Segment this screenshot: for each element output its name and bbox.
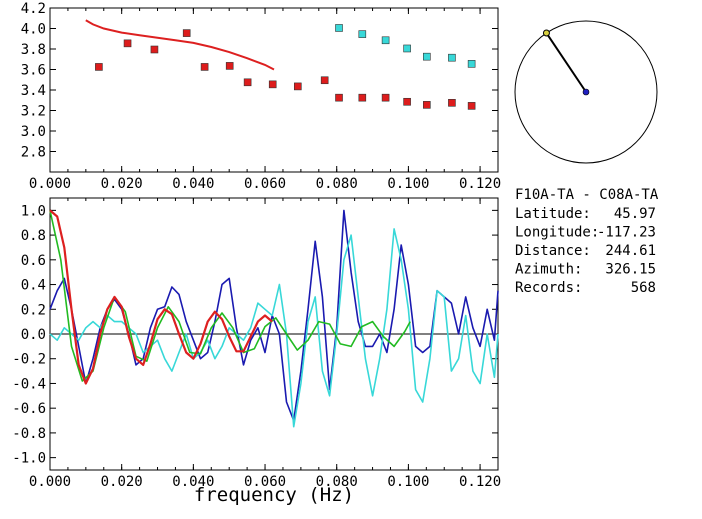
x-tick-label: 0.060 [244,474,286,490]
x-tick-label: 0.040 [172,176,214,192]
red-measurement-marker [150,45,159,54]
info-label: Latitude: [515,206,591,222]
red-measurement-marker [403,97,411,106]
red-measurement-marker [182,29,191,37]
red-measurement-marker [358,93,367,102]
red-measurement-marker [448,99,456,107]
y-tick-label: -0.8 [12,426,46,442]
dispersion-curve [85,19,275,71]
y-tick-label: -0.6 [12,401,46,417]
x-axis-label: frequency (Hz) [194,484,354,506]
x-tick-label: 0.020 [101,176,143,192]
red-measurement-marker [225,62,234,70]
red-measurement-marker [268,80,277,89]
y-tick-label: -0.2 [12,352,46,368]
info-value: 244.61 [605,243,656,259]
info-label: Azimuth: [515,262,582,278]
y-tick-label: 1.0 [21,203,46,219]
y-tick-label: 3.4 [21,83,46,99]
red-measurement-marker [423,101,431,109]
y-tick-label: 0.0 [21,327,46,343]
dispersion-chart: 0.000 0.020 0.040 0.060 0.080 0.100 0.120 2.8 3.… [21,1,501,192]
x-tick-label: 0.080 [316,176,358,192]
x-tick-label: 0.060 [244,176,286,192]
azimuth-station-dot [542,29,550,37]
y-tick-label: 3.0 [21,124,46,140]
red-measurement-marker [95,63,103,71]
y-tick-label: 0.4 [21,278,46,294]
red-measurement-marker [293,82,302,91]
red-measurement-marker [320,76,329,85]
red-measurement-marker [381,93,390,102]
green-model-line [49,210,411,382]
red-measurement-marker [123,39,132,48]
cyan-spectrum-line [49,228,499,428]
info-value: 568 [631,280,656,296]
y-tick-label: 3.6 [21,63,46,79]
azimuth-center-dot [582,88,590,96]
cyan-measurement-marker [335,24,343,32]
info-value: 45.97 [614,206,656,222]
red-measurement-marker [200,63,209,71]
blue-spectrum-line [49,209,499,422]
y-tick-label: 3.8 [21,42,46,58]
azimuth-dial [514,20,658,164]
x-tick-label: 0.100 [387,474,429,490]
cyan-measurement-marker [358,30,367,38]
x-tick-label: 0.120 [459,474,501,490]
info-label: Distance: [515,243,591,259]
info-value: 326.15 [605,262,656,278]
x-tick-label: 0.100 [387,176,429,192]
x-tick-label: 0.040 [172,474,214,490]
x-tick-label: 0.000 [29,474,71,490]
cyan-measurement-marker [403,44,411,53]
y-tick-label: -0.4 [12,376,46,392]
y-tick-label: 0.2 [21,302,46,318]
station-info-panel: F10A-TA - C08A-TA Latitude: 45.97 Longitud… [515,187,659,296]
x-tick-label: 0.020 [101,474,143,490]
cyan-measurement-marker [423,52,431,61]
red-measurement-marker [467,102,476,110]
info-label: Records: [515,280,582,296]
cyan-measurement-marker [381,36,390,45]
spectrum-chart: 0.000 0.020 0.040 0.060 0.080 0.100 0.120 -1.0 -… [12,197,501,490]
dial-circle [514,20,658,164]
y-tick-label: 3.2 [21,104,46,120]
x-tick-label: 0.080 [316,474,358,490]
plot-frame [49,7,499,173]
y-tick-label: -1.0 [12,451,46,467]
red-model-line [49,209,273,385]
y-tick-label: 2.8 [21,145,46,161]
info-label: Longitude: [515,225,599,241]
red-measurement-marker [335,93,343,102]
y-tick-label: 0.8 [21,228,46,244]
info-value: -117.23 [597,225,656,241]
x-tick-label: 0.120 [459,176,501,192]
station-pair: F10A-TA - C08A-TA [515,187,659,203]
y-tick-label: 4.2 [21,1,46,17]
azimuth-line [545,32,587,93]
station-info-rows: Latitude: 45.97 Longitude:-117.23 Distance:… [515,206,656,296]
cyan-measurement-marker [448,53,456,62]
cyan-measurement-marker [467,60,476,68]
y-tick-label: 0.6 [21,253,46,269]
x-tick-label: 0.000 [29,176,71,192]
red-measurement-marker [243,78,252,87]
y-tick-label: 4.0 [21,22,46,38]
